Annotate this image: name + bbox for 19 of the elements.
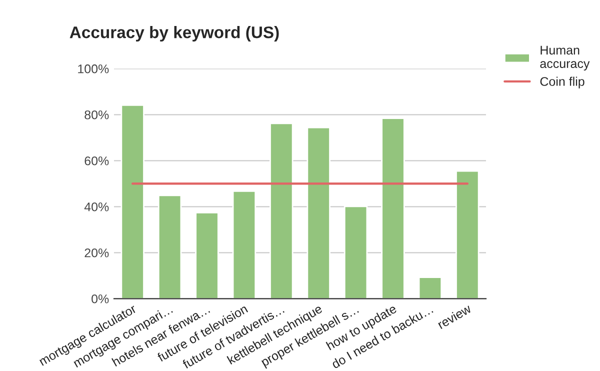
y-tick-label: 100% — [78, 64, 109, 74]
bar — [158, 194, 182, 299]
bar — [344, 206, 368, 299]
bar — [232, 190, 256, 299]
bar — [418, 276, 442, 299]
legend-label: Coin flip — [540, 76, 584, 88]
chart-title: Accuracy by keyword (US) — [70, 26, 279, 42]
bar — [306, 126, 330, 299]
y-tick-label: 20% — [84, 248, 109, 258]
bar — [195, 212, 219, 299]
y-tick-label: 60% — [84, 156, 109, 166]
y-tick-label: 0% — [92, 294, 109, 304]
bar — [270, 122, 294, 299]
y-tick-label: 80% — [84, 110, 109, 120]
y-tick-label: 40% — [84, 202, 109, 212]
bar — [381, 118, 405, 299]
bar — [120, 104, 144, 299]
legend-label: Human accuracy — [540, 46, 590, 70]
bar — [456, 170, 480, 299]
